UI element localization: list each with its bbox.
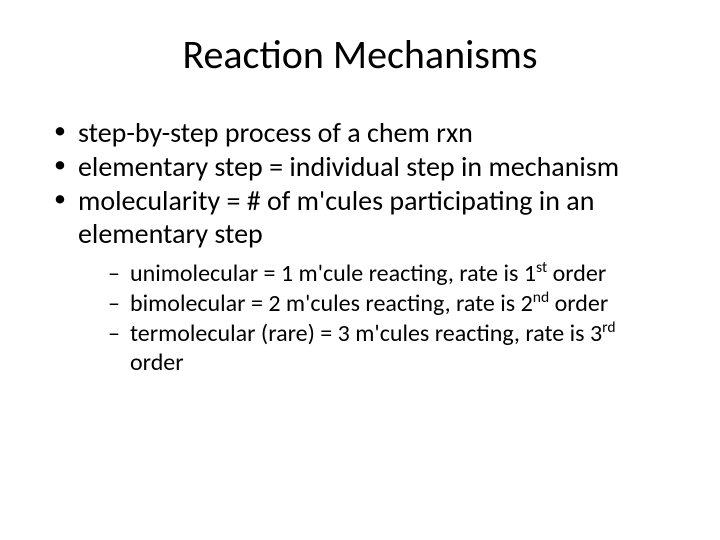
bullet-list-level1: step-by-step process of a chem rxn eleme…	[50, 117, 670, 377]
sub-text-post: order	[549, 289, 608, 318]
ordinal-sup: st	[536, 258, 547, 277]
ordinal-sup: rd	[602, 318, 615, 337]
bullet-list-level2: unimolecular = 1 m'cule reacting, rate i…	[78, 260, 670, 377]
sub-bullet-item: unimolecular = 1 m'cule reacting, rate i…	[78, 260, 670, 288]
slide-title: Reaction Mechanisms	[50, 30, 670, 79]
sub-bullet-item: bimolecular = 2 m'cules reacting, rate i…	[78, 290, 670, 318]
bullet-item: molecularity = # of m'cules participatin…	[50, 185, 670, 377]
sub-text-pre: unimolecular = 1 m'cule reacting, rate i…	[130, 259, 536, 288]
sub-text-post: order	[130, 348, 184, 377]
bullet-text: molecularity = # of m'cules participatin…	[78, 183, 594, 250]
ordinal-sup: nd	[533, 288, 549, 307]
bullet-item: elementary step = individual step in mec…	[50, 151, 670, 183]
sub-text-pre: bimolecular = 2 m'cules reacting, rate i…	[130, 289, 533, 318]
sub-text-pre: termolecular (rare) = 3 m'cules reacting…	[130, 319, 602, 348]
bullet-item: step-by-step process of a chem rxn	[50, 117, 670, 149]
sub-bullet-item: termolecular (rare) = 3 m'cules reacting…	[78, 320, 670, 377]
sub-text-post: order	[547, 259, 606, 288]
slide: Reaction Mechanisms step-by-step process…	[0, 0, 720, 540]
